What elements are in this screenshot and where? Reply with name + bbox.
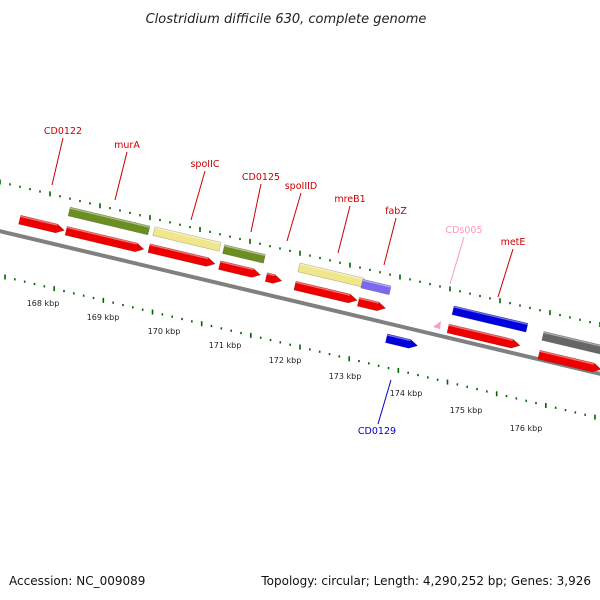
gene-label-CD0125[interactable]: CD0125 [242, 172, 280, 183]
cds-arrow-shape [18, 214, 65, 234]
murA-block-shape [67, 206, 151, 236]
CD0129-arrow-shape [385, 333, 419, 349]
cds-arrow [356, 297, 387, 312]
gene-label-fabZ[interactable]: fabZ [385, 206, 407, 217]
cds-arrow-highlight [539, 350, 595, 365]
kbp-label: 173 kbp [329, 372, 362, 381]
metE-block-highlight [453, 306, 528, 326]
map-title: Clostridium difficile 630, complete geno… [146, 12, 427, 27]
CD0125-block-shape [222, 244, 266, 264]
leader-line-spoIIC [190, 170, 206, 221]
gene-label-mreB1[interactable]: mreB1 [334, 194, 365, 205]
leader-line-spoIIID [286, 192, 302, 242]
gene-label-CD0122[interactable]: CD0122 [44, 126, 82, 137]
summary-text: Topology: circular; Length: 4,290,252 bp… [260, 574, 591, 588]
fabZ-block-shape [360, 278, 392, 296]
cds-arrow [537, 349, 600, 373]
accession-text: Accession: NC_009089 [9, 574, 145, 588]
cds-arrow [64, 226, 145, 253]
cds-arrow-shape [264, 272, 283, 284]
cds-arrow-highlight [266, 273, 275, 277]
cds-arrow-shape [446, 323, 521, 349]
CD0129-arrow-highlight [387, 334, 411, 342]
kbp-label: 172 kbp [269, 356, 302, 365]
cds-arrow-highlight [149, 244, 209, 260]
cds-arrow [264, 272, 283, 284]
CD0129-arrow [385, 333, 419, 349]
next-gene-block [541, 331, 600, 355]
cds-arrow-shape [356, 297, 387, 312]
gene-label-CD0129[interactable]: CD0129 [358, 426, 396, 437]
gene-labels: CD0122 murA spoIIC CD0125 spoIIID mreB1 fabZ CD… [44, 126, 525, 437]
kbp-label: 168 kbp [27, 299, 60, 308]
leader-line-CD0129 [377, 379, 392, 425]
inner-tick-track [4, 274, 596, 420]
kbp-label: 176 kbp [510, 424, 543, 433]
cds-arrow-shape [537, 349, 600, 373]
murA-block [67, 206, 151, 236]
gene-label-spoIIC[interactable]: spoIIC [190, 159, 219, 170]
kbp-label: 175 kbp [450, 406, 483, 415]
leader-line-CDs005 [449, 236, 465, 285]
metE-block-shape [451, 305, 529, 333]
cds-arrow [446, 323, 521, 349]
spoIIC-block-shape [152, 226, 222, 252]
kbp-label: 174 kbp [390, 389, 423, 398]
CD0125-block [222, 244, 266, 264]
gene-label-CDs005[interactable]: CDs005 [445, 225, 482, 236]
cds-arrow-highlight [359, 297, 379, 304]
murA-block-highlight [69, 207, 150, 228]
mreB1-block-highlight [299, 263, 365, 280]
cds-arrow-shape [293, 280, 358, 304]
CDs005-marker [433, 321, 441, 329]
spoIIC-block-highlight [154, 227, 222, 245]
fabZ-block [360, 278, 392, 296]
next-gene-block-highlight [543, 331, 600, 348]
cds-arrow-highlight [295, 281, 351, 296]
leader-line-CD0122 [51, 137, 64, 186]
cds-arrow [147, 243, 216, 267]
cds-arrow-shape [218, 260, 262, 278]
leader-line-CD0125 [250, 183, 262, 233]
kbp-label: 171 kbp [209, 341, 242, 350]
cds-arrow-highlight [220, 261, 254, 271]
metE-block [451, 305, 529, 333]
gene-label-spoIIID[interactable]: spoIIID [285, 181, 318, 192]
spoIIC-block [152, 226, 222, 252]
gene-label-murA[interactable]: murA [114, 140, 140, 151]
kbp-label: 169 kbp [87, 313, 120, 322]
cds-arrow-shape [64, 226, 145, 253]
cds-arrow-shape [147, 243, 216, 267]
genome-backbone [0, 229, 600, 376]
gene-label-metE[interactable]: metE [501, 237, 526, 248]
leader-line-murA [114, 151, 128, 201]
cds-arrow-highlight [448, 324, 514, 341]
leader-line-fabZ [383, 217, 397, 266]
fabZ-block-highlight [362, 279, 392, 288]
CD0125-block-highlight [224, 245, 266, 257]
feature-track [18, 206, 600, 373]
leader-line-mreB1 [337, 205, 351, 254]
cds-arrow-highlight [66, 226, 138, 245]
kbp-label: 170 kbp [148, 327, 181, 336]
outer-tick-track [0, 179, 600, 327]
next-gene-block-shape [541, 331, 600, 355]
cds-arrow-highlight [20, 215, 58, 226]
leader-line-metE [497, 248, 514, 298]
cds-arrow [218, 260, 262, 278]
kbp-scale: 168 kbp 169 kbp 170 kbp 171 kbp 172 kbp 173 k… [27, 299, 543, 433]
cds-arrow [18, 214, 65, 234]
cds-arrow [293, 280, 358, 304]
